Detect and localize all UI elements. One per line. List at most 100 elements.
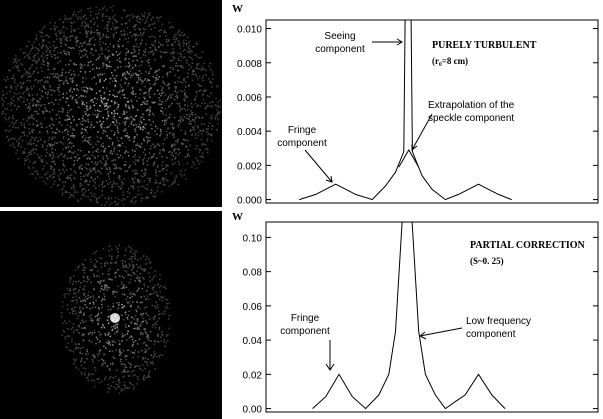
speckle: [120, 363, 123, 365]
speckle: [71, 91, 73, 93]
speckle: [139, 301, 141, 304]
speckle: [168, 39, 170, 41]
speckle: [158, 93, 161, 95]
speckle: [122, 375, 125, 378]
speckle: [96, 109, 99, 112]
speckle: [89, 20, 92, 22]
speckle: [109, 171, 112, 173]
speckle: [144, 154, 146, 156]
speckle: [43, 64, 45, 66]
speckle: [86, 376, 88, 379]
speckle: [147, 314, 149, 317]
speckle: [124, 152, 126, 154]
speckle: [8, 130, 10, 133]
speckle: [198, 85, 201, 87]
speckle: [202, 93, 204, 96]
speckle: [167, 179, 169, 182]
speckle: [215, 115, 217, 117]
speckle: [157, 89, 159, 92]
speckle: [129, 64, 131, 66]
speckle: [96, 17, 98, 19]
speckle: [31, 117, 33, 119]
speckle: [149, 96, 151, 98]
speckle: [109, 369, 111, 371]
speckle: [72, 152, 75, 154]
speckle: [119, 348, 121, 351]
speckle: [5, 80, 7, 82]
speckle: [79, 70, 82, 73]
speckle: [109, 43, 111, 45]
speckle: [135, 124, 138, 126]
speckle: [1, 98, 4, 101]
speckle: [55, 47, 57, 49]
speckle: [33, 129, 35, 131]
speckle: [83, 333, 85, 336]
speckle: [124, 65, 127, 68]
speckle: [117, 106, 119, 108]
speckle: [140, 257, 142, 260]
speckle: [169, 59, 172, 62]
speckle: [130, 123, 133, 125]
speckle: [28, 102, 30, 104]
speckle: [144, 12, 146, 14]
speckle: [144, 22, 146, 24]
speckle: [39, 31, 42, 34]
speckle: [5, 119, 7, 121]
speckle: [104, 287, 106, 289]
speckle: [92, 36, 95, 38]
speckle: [151, 43, 153, 46]
speckle: [141, 321, 143, 323]
speckle: [109, 388, 111, 390]
speckle: [177, 138, 179, 141]
speckle: [128, 107, 131, 110]
speckle: [72, 350, 75, 353]
speckle: [68, 335, 71, 337]
speckle: [188, 68, 190, 71]
speckle: [4, 108, 6, 110]
speckle: [159, 298, 161, 301]
speckle: [83, 269, 85, 271]
speckle: [44, 34, 47, 37]
speckle: [184, 93, 187, 95]
speckle: [45, 173, 47, 176]
speckle: [37, 79, 40, 82]
speckle: [132, 179, 134, 181]
speckle: [80, 299, 82, 302]
speckle: [65, 101, 67, 103]
speckle: [125, 57, 127, 60]
speckle: [44, 140, 46, 143]
speckle: [197, 115, 200, 118]
speckle: [11, 121, 13, 123]
speckle: [51, 119, 54, 121]
speckle: [146, 336, 148, 338]
speckle: [126, 170, 128, 172]
speckle: [135, 55, 137, 57]
speckle: [116, 121, 118, 123]
speckle: [172, 56, 174, 58]
speckle: [138, 65, 140, 67]
speckle: [180, 129, 182, 131]
speckle: [161, 297, 164, 299]
speckle: [40, 66, 42, 69]
speckle: [87, 30, 90, 33]
speckle: [110, 363, 112, 365]
speckle: [137, 259, 139, 261]
speckle: [160, 285, 162, 287]
speckle: [183, 116, 186, 118]
speckle: [18, 106, 20, 108]
speckle: [147, 133, 150, 135]
speckle: [80, 360, 83, 362]
speckle: [97, 25, 99, 27]
speckle: [17, 143, 20, 145]
speckle: [98, 55, 101, 58]
speckle: [14, 146, 16, 149]
speckle: [212, 101, 214, 103]
speckle: [140, 331, 142, 334]
speckle: [134, 64, 137, 66]
speckle: [87, 372, 90, 375]
speckle: [91, 359, 94, 361]
speckle: [22, 118, 25, 121]
speckle: [28, 68, 31, 70]
speckle: [94, 169, 96, 171]
speckle: [192, 69, 194, 71]
